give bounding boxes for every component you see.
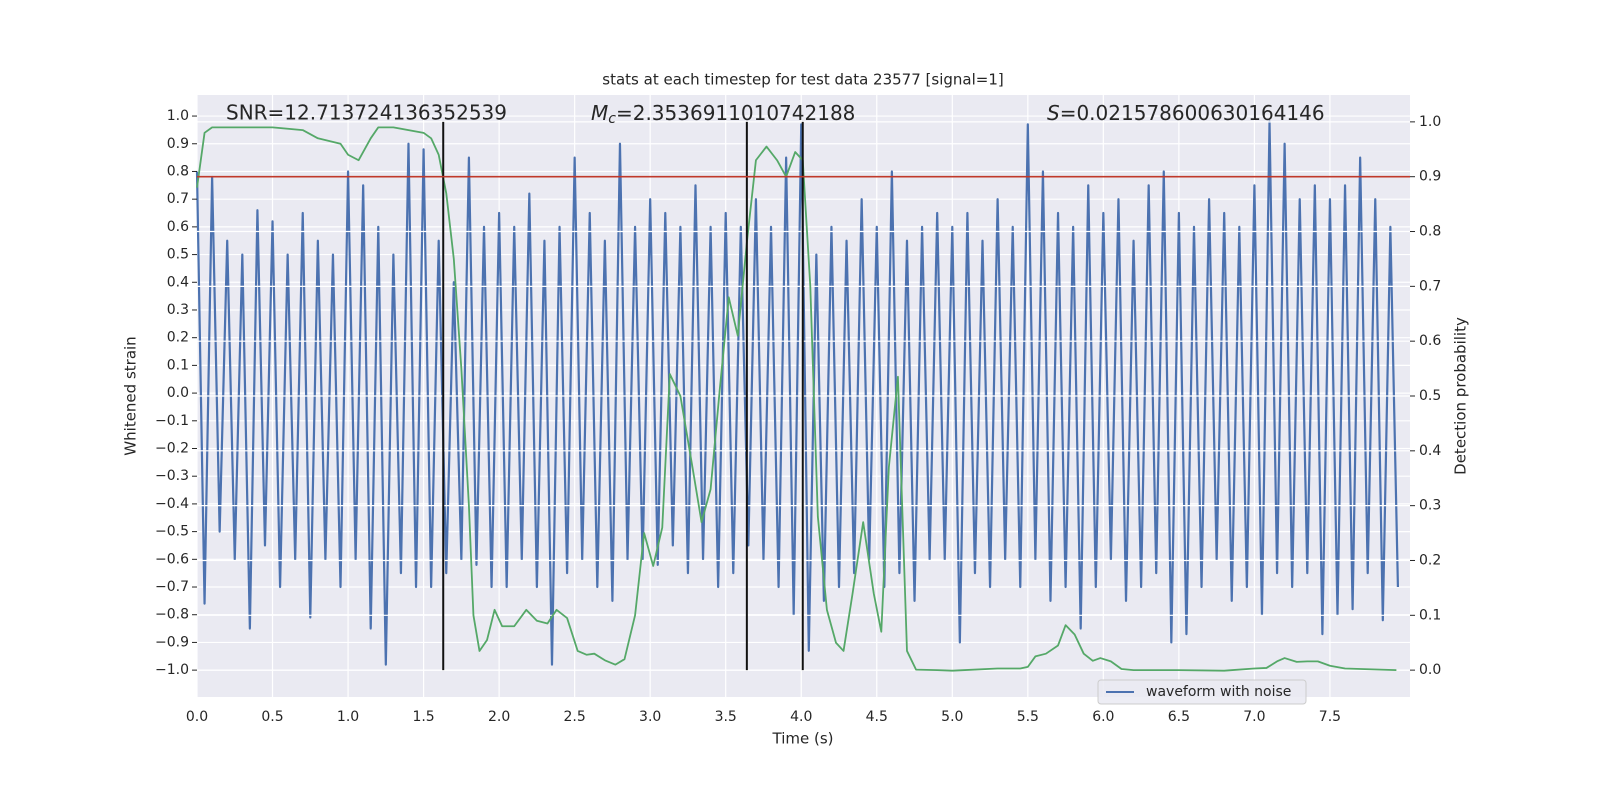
y2-tick-label: 0.7 [1419,278,1441,294]
y-tick-label: 0.2 [167,330,189,346]
y-tick-label: −0.4 [155,496,189,512]
y2-tick-label: 0.2 [1419,552,1441,568]
y-tick-label: 0.1 [167,357,189,373]
y-tick-label: 0.3 [167,302,189,318]
y-tick-label: −0.5 [155,524,189,540]
annotation-symbol: M [591,101,608,125]
x-tick-label: 5.5 [1017,709,1039,725]
annotation-symbol: S [1047,101,1060,125]
x-tick-label: 7.5 [1319,709,1341,725]
chart-title: stats at each timestep for test data 235… [602,71,1003,89]
annotation-text: =2.3536911010742188 [616,101,855,125]
y2-tick-label: 0.8 [1419,224,1441,240]
y-tick-label: 0.9 [167,136,189,152]
y-tick-label: 1.0 [167,108,189,124]
x-tick-label: 0.0 [186,709,208,725]
annotation: SNR=12.713724136352539 [226,101,507,125]
x-axis-label: Time (s) [772,730,834,748]
x-tick-label: 2.5 [564,709,586,725]
x-tick-label: 2.0 [488,709,510,725]
y2-tick-label: 0.5 [1419,388,1441,404]
annotation-text: =0.021578600630164146 [1060,101,1325,125]
y-tick-label: −0.9 [155,634,189,650]
x-tick-label: 1.0 [337,709,359,725]
y-tick-label: −1.0 [155,662,189,678]
annotation: S=0.021578600630164146 [1047,101,1325,125]
y-tick-label: −0.3 [155,468,189,484]
y-tick-label: −0.7 [155,579,189,595]
y-axis-label: Whitened strain [122,336,140,455]
marks [195,120,1410,672]
y-tick-label: 0.5 [167,247,189,263]
y2-tick-label: 0.3 [1419,498,1441,514]
annotation-subscript: c [608,111,616,127]
y-tick-label: 0.0 [167,385,189,401]
y2-tick-label: 0.9 [1419,169,1441,185]
legend-box [1097,679,1307,705]
y2-axis-label: Detection probability [1452,317,1470,475]
y2-tick-label: 0.6 [1419,333,1441,349]
waveform-line [195,120,1400,666]
y-tick-label: 0.4 [167,274,189,290]
y-tick-label: 0.6 [167,219,189,235]
y-tick-label: 0.7 [167,191,189,207]
legend-label: waveform with noise [1146,684,1291,700]
y2-tick-label: 0.1 [1419,607,1441,623]
x-tick-label: 7.0 [1243,709,1265,725]
x-tick-label: 3.0 [639,709,661,725]
y2-tick-label: 0.0 [1419,662,1441,678]
y-tick-label: −0.2 [155,440,189,456]
x-tick-label: 0.5 [261,709,283,725]
y2-tick-label: 0.4 [1419,443,1441,459]
x-tick-label: 5.0 [941,709,963,725]
y-tick-label: −0.1 [155,413,189,429]
y2-tick-label: 1.0 [1419,114,1441,130]
y-tick-label: −0.6 [155,551,189,567]
x-tick-label: 1.5 [412,709,434,725]
x-tick-label: 4.5 [866,709,888,725]
probability-line [196,126,1397,672]
x-tick-label: 4.0 [790,709,812,725]
x-tick-label: 6.0 [1092,709,1114,725]
x-tick-label: 3.5 [715,709,737,725]
y-tick-label: −0.8 [155,607,189,623]
annotation: Mc=2.3536911010742188 [591,101,855,128]
x-tick-label: 6.5 [1168,709,1190,725]
y-tick-label: 0.8 [167,163,189,179]
